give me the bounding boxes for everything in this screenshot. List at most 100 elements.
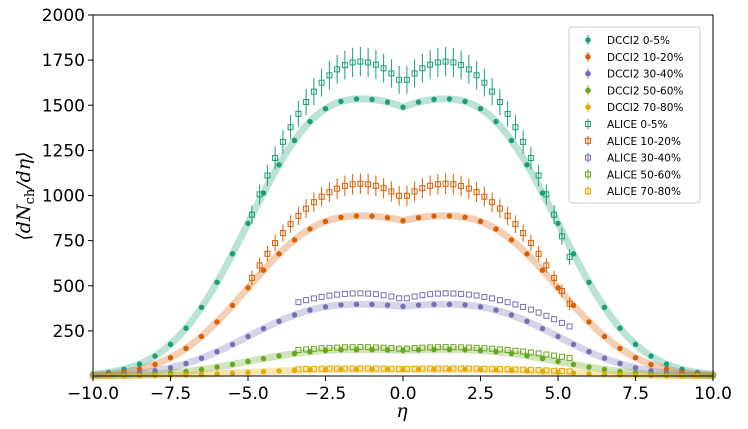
- dcci2-point-2-33: [617, 360, 623, 367]
- alice-point-0-2: [264, 172, 271, 179]
- dcci2-point-1-26: [508, 237, 515, 243]
- alice-point-4-12: [388, 365, 395, 372]
- alice-point-2-15: [411, 293, 418, 300]
- dcci2-point-0-5: [183, 325, 189, 331]
- dcci2-point-1-31: [586, 319, 592, 325]
- alice-point-1-30: [481, 193, 488, 200]
- alice-point-0-9: [318, 79, 325, 86]
- alice-point-4-30: [527, 366, 534, 373]
- dcci2-point-2-6: [198, 355, 205, 361]
- alice-point-4-26: [496, 366, 503, 372]
- alice-point-4-0: [295, 366, 302, 373]
- alice-point-2-32: [543, 312, 550, 319]
- alice-point-4-35: [566, 368, 573, 375]
- alice-point-2-4: [326, 292, 333, 299]
- dcci2-point-2-29: [555, 333, 561, 340]
- alice-point-1-40: [558, 288, 565, 295]
- alice-point-0-17: [380, 65, 387, 72]
- dcci2-point-1-24: [477, 218, 484, 225]
- dcci2-point-4-11: [276, 368, 282, 374]
- alice-point-4-34: [558, 368, 565, 374]
- dcci2-point-1-16: [353, 213, 360, 219]
- legend-label-8: ALICE 50-60%: [607, 169, 681, 181]
- dcci2-point-0-8: [229, 251, 236, 257]
- alice-point-4-6: [341, 365, 348, 372]
- dcci2-point-2-4: [167, 365, 174, 371]
- dcci2-point-0-25: [493, 118, 499, 125]
- alice-point-1-26: [450, 181, 457, 188]
- dcci2-point-0-22: [446, 96, 453, 102]
- alice-point-2-25: [489, 295, 496, 302]
- dcci2-point-1-23: [462, 214, 468, 220]
- alice-point-2-23: [473, 292, 480, 299]
- legend: DCCI2 0-5% DCCI2 10-20% DCCI2 30-40% DCCI2 …: [568, 26, 701, 204]
- dcci2-point-1-6: [198, 333, 205, 340]
- alice-point-4-2: [310, 365, 317, 372]
- dcci2-point-1-21: [431, 213, 437, 219]
- alice-point-2-26: [496, 297, 503, 304]
- dcci2-point-2-16: [353, 301, 360, 307]
- dcci2-point-1-4: [167, 355, 174, 361]
- alice-point-2-19: [442, 290, 449, 297]
- alice-point-1-3: [272, 240, 279, 247]
- alice-point-1-18: [388, 188, 395, 195]
- x-tick-label-1: −7.5: [150, 384, 191, 404]
- alice-point-2-13: [396, 295, 403, 302]
- alice-point-0-22: [419, 65, 426, 72]
- alice-point-2-35: [566, 323, 573, 330]
- alice-point-2-11: [380, 292, 387, 299]
- dcci2-point-1-12: [291, 237, 298, 243]
- dcci2-point-2-12: [291, 312, 298, 318]
- alice-point-4-25: [489, 365, 496, 372]
- alice-point-0-3: [272, 155, 279, 161]
- alice-point-1-7: [303, 205, 310, 212]
- legend-label-9: ALICE 70-80%: [607, 186, 681, 198]
- dcci2-point-1-20: [415, 215, 422, 221]
- alice-point-1-16: [372, 182, 379, 189]
- dcci2-point-1-18: [384, 215, 391, 221]
- alice-point-0-16: [372, 61, 379, 68]
- alice-point-1-41: [566, 300, 573, 307]
- dcci2-point-1-11: [276, 251, 282, 257]
- dcci2-point-4-34: [632, 372, 639, 378]
- dcci2-point-4-33: [617, 372, 623, 378]
- alice-point-0-38: [543, 191, 550, 198]
- alice-point-3-32: [543, 351, 550, 358]
- alice-point-0-6: [295, 110, 302, 117]
- alice-point-0-12: [341, 62, 348, 69]
- alice-point-0-19: [396, 76, 403, 83]
- alice-point-4-3: [318, 365, 325, 372]
- alice-point-1-37: [535, 250, 542, 257]
- alice-point-4-7: [349, 365, 356, 372]
- alice-point-3-35: [566, 354, 573, 361]
- y-tick-label-6: 1750: [42, 51, 85, 71]
- alice-point-0-23: [427, 61, 434, 68]
- alice-point-4-11: [380, 365, 387, 372]
- alice-point-3-15: [411, 345, 418, 352]
- alice-point-3-12: [388, 345, 395, 352]
- alice-point-1-32: [496, 205, 503, 212]
- dcci2-point-1-5: [183, 345, 189, 352]
- dcci2-point-1-32: [601, 333, 608, 340]
- dcci2-point-0-2: [136, 361, 143, 367]
- dcci2-point-1-28: [539, 267, 546, 273]
- dcci2-point-2-10: [260, 325, 267, 332]
- alice-point-2-10: [372, 291, 379, 298]
- dcci2-point-2-18: [384, 302, 391, 308]
- dcci2-point-0-14: [322, 106, 329, 112]
- legend-label-4: DCCI2 70-80%: [607, 102, 683, 114]
- dcci2-point-3-29: [555, 358, 561, 365]
- alice-point-3-4: [326, 344, 333, 351]
- alice-point-3-18: [434, 344, 441, 351]
- alice-point-3-7: [349, 344, 356, 351]
- alice-point-2-7: [349, 290, 356, 297]
- alice-point-2-3: [318, 293, 325, 300]
- alice-point-4-29: [520, 366, 527, 373]
- alice-point-0-27: [458, 62, 465, 69]
- dcci2-point-0-18: [384, 99, 391, 105]
- dcci2-point-2-19: [400, 303, 406, 310]
- alice-point-2-5: [334, 291, 341, 298]
- alice-point-1-20: [403, 192, 410, 199]
- alice-point-3-33: [551, 352, 558, 359]
- alice-point-0-14: [357, 58, 364, 65]
